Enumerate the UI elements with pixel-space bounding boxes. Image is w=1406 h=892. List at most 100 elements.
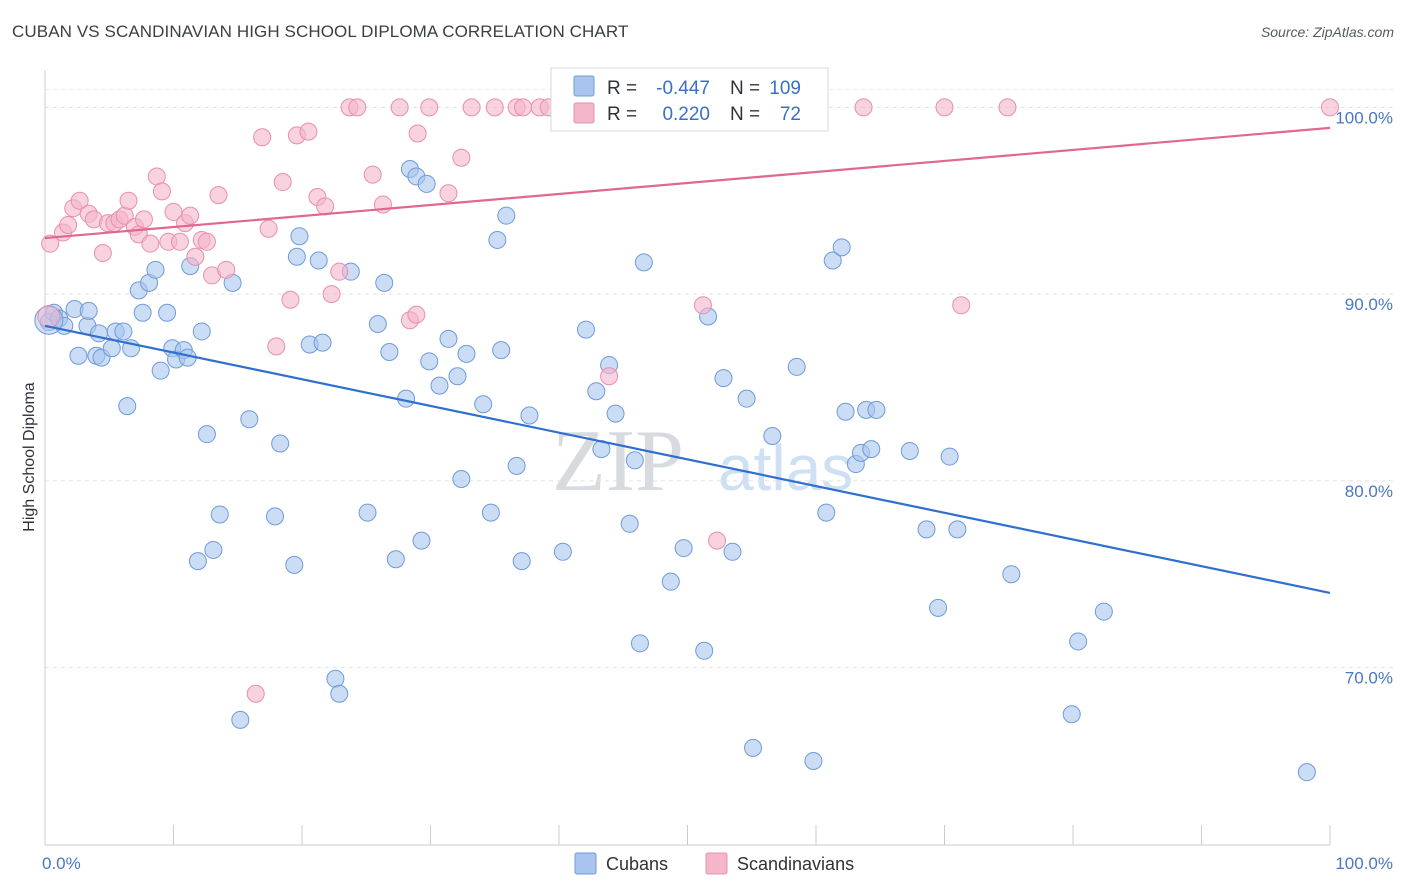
cuban-point-99 (867, 400, 886, 419)
legend-swatch-scandinavians (573, 102, 595, 124)
scandinavian-point-34 (273, 173, 292, 192)
scandinavian-point-7 (93, 244, 112, 263)
y-tick-label-70: 70.0% (1345, 669, 1393, 688)
scandinavian-point-40 (322, 285, 341, 304)
scandinavian-point-29 (217, 260, 236, 279)
cuban-point-50 (386, 550, 405, 569)
scandinavian-trend-line (44, 126, 1331, 240)
cuban-point-43 (326, 669, 345, 688)
cuban-point-68 (512, 552, 531, 571)
cuban-point-92 (823, 251, 842, 270)
cuban-point-62 (474, 395, 493, 414)
cuban-point-46 (358, 503, 377, 522)
cuban-point-67 (507, 456, 526, 475)
cuban-point-38 (287, 247, 306, 266)
cuban-point-66 (497, 206, 516, 225)
scandinavian-point-49 (408, 124, 427, 143)
scandinavian-point-66 (708, 531, 727, 550)
axes (44, 70, 1331, 846)
cuban-point-56 (420, 352, 439, 371)
cuban-point-65 (492, 341, 511, 360)
cuban-point-98 (862, 440, 881, 459)
cuban-point-48 (375, 273, 394, 292)
cuban-point-72 (587, 382, 606, 401)
legend-n-label-scandinavians: N = (730, 104, 760, 125)
cuban-point-44 (330, 684, 349, 703)
y-axis-title: High School Diploma (21, 382, 38, 532)
scandinavian-point-52 (452, 148, 471, 167)
cuban-point-104 (948, 520, 967, 539)
cuban-point-85 (723, 542, 742, 561)
scandinavian-point-43 (348, 98, 367, 117)
y-tick-label-90: 90.0% (1345, 295, 1393, 314)
cuban-point-28 (192, 322, 211, 341)
cuban-point-69 (520, 406, 539, 425)
cuban-trend-line (44, 324, 1331, 594)
cuban-point-57 (430, 376, 449, 395)
scandinavian-point-56 (514, 98, 533, 117)
cuban-point-88 (763, 427, 782, 446)
bottom-legend-swatch-scandinavians (705, 852, 728, 875)
cuban-point-86 (737, 389, 756, 408)
cuban-point-19 (146, 260, 165, 279)
series-cubans (34, 159, 1316, 782)
y-tick-labels: 70.0% 80.0% 90.0% 100.0% (1335, 108, 1393, 687)
trend-lines (44, 126, 1331, 594)
y-tick-label-100: 100.0% (1335, 108, 1393, 127)
scandinavian-point-2 (59, 216, 78, 234)
x-tick-label-min: 0.0% (42, 854, 81, 873)
scandinavian-point-23 (181, 206, 200, 225)
scandinavian-point-39 (316, 197, 335, 216)
cuban-point-70 (553, 542, 572, 561)
cuban-point-41 (309, 251, 328, 270)
legend-r-label-scandinavians: R = (607, 104, 637, 125)
cuban-point-39 (290, 227, 309, 246)
scandinavian-point-24 (186, 247, 205, 266)
cuban-point-71 (576, 320, 595, 339)
cuban-point-30 (204, 540, 223, 559)
cuban-point-21 (158, 303, 177, 322)
scandinavian-point-65 (693, 296, 712, 315)
scandinavian-point-16 (141, 234, 160, 253)
chart-title: CUBAN VS SCANDINAVIAN HIGH SCHOOL DIPLOM… (12, 22, 629, 41)
scandinavian-point-21 (170, 232, 189, 251)
cuban-point-55 (417, 174, 436, 193)
scandinavian-point-51 (439, 184, 458, 203)
cuban-point-29 (197, 425, 216, 444)
cuban-point-58 (439, 329, 458, 348)
cuban-point-34 (240, 410, 259, 429)
cuban-point-32 (231, 710, 250, 729)
scandinavian-point-37 (299, 122, 318, 141)
bottom-legend-label-scandinavians: Scandinavians (737, 854, 854, 874)
x-tick-label-max: 100.0% (1335, 854, 1393, 873)
cuban-point-47 (368, 314, 387, 333)
y-tick-label-80: 80.0% (1345, 482, 1393, 501)
cuban-point-59 (448, 367, 467, 386)
bottom-legend-swatch-cubans (574, 852, 597, 875)
cuban-point-94 (836, 402, 855, 421)
series-legend: Cubans Scandinavians (574, 852, 854, 875)
legend-r-label-cubans: R = (607, 78, 637, 99)
cuban-point-31 (210, 505, 229, 524)
cuban-point-60 (452, 469, 471, 488)
cuban-point-84 (714, 369, 733, 388)
legend-n-value-scandinavians: 72 (780, 104, 801, 125)
scandinavian-point-20 (164, 202, 183, 221)
cuban-point-14 (118, 397, 137, 416)
cuban-point-89 (787, 357, 806, 376)
scandinavian-point-44 (363, 165, 382, 184)
watermark: ZIP atlas (552, 413, 853, 510)
cuban-point-100 (900, 441, 919, 460)
cuban-point-109 (1297, 763, 1316, 782)
cuban-point-37 (285, 555, 304, 574)
scandinavian-point-68 (935, 98, 954, 117)
scandinavian-point-0 (41, 234, 60, 253)
scandinavian-point-33 (267, 337, 286, 356)
legend-n-value-cubans: 109 (769, 78, 801, 99)
cuban-point-81 (674, 539, 693, 558)
scandinavian-point-50 (420, 98, 439, 117)
cuban-point-107 (1069, 632, 1088, 651)
watermark-zip: ZIP (552, 413, 684, 510)
cuban-point-90 (804, 751, 823, 770)
